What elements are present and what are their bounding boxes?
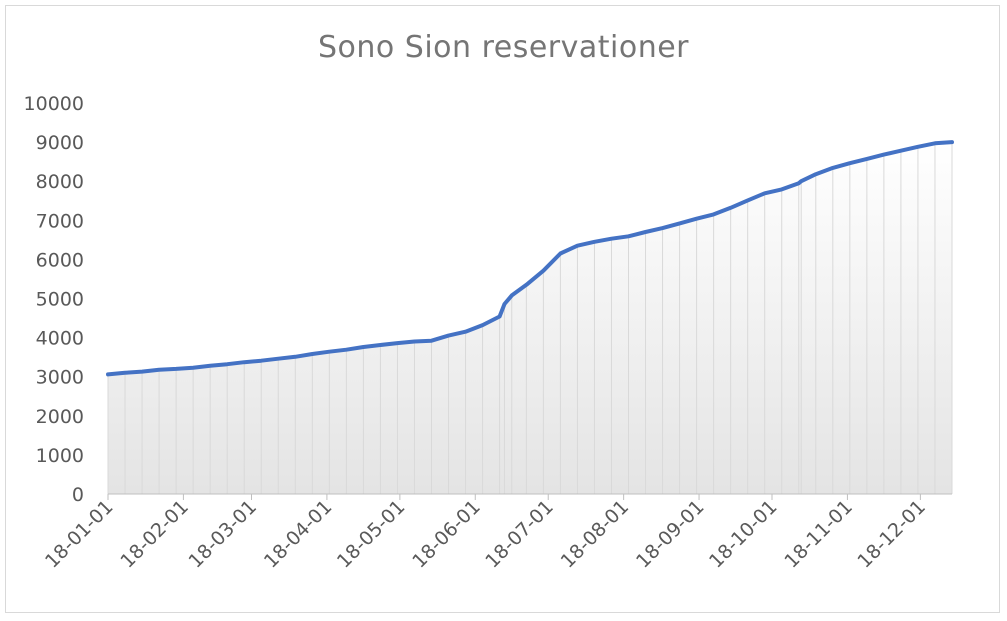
drop-lines	[107, 142, 953, 494]
x-tick-label: 18-08-01	[557, 496, 634, 573]
series-line	[106, 140, 954, 377]
x-tick-label: 18-05-01	[333, 496, 410, 573]
y-tick-label: 0	[72, 484, 84, 506]
x-tick-label: 18-02-01	[116, 496, 193, 573]
area-fill	[108, 142, 952, 494]
x-tick-label: 18-06-01	[408, 496, 485, 573]
x-tick-label: 18-04-01	[260, 496, 337, 573]
y-tick-label: 3000	[36, 367, 84, 389]
y-tick-label: 6000	[36, 249, 84, 271]
y-tick-labels: 0 1000 2000 3000 4000 5000 6000 7000 8000 9000 100…	[24, 93, 84, 506]
y-tick-label: 8000	[36, 171, 84, 193]
axes	[107, 493, 952, 500]
y-tick-label: 7000	[36, 210, 84, 232]
y-tick-label: 10000	[24, 93, 84, 115]
series-line-layer	[106, 140, 954, 377]
x-tick-labels: 18-01-0118-02-0118-03-0118-04-0118-05-01…	[41, 496, 930, 573]
y-tick-label: 9000	[36, 132, 84, 154]
x-tick-label: 18-09-01	[632, 496, 709, 573]
x-tick-label: 18-12-01	[853, 496, 930, 573]
x-tick-label: 18-10-01	[705, 496, 782, 573]
y-tick-label: 5000	[36, 289, 84, 311]
y-tick-label: 4000	[36, 328, 84, 350]
x-tick-label: 18-03-01	[184, 496, 261, 573]
chart-title: Sono Sion reservationer	[317, 30, 690, 65]
x-tick-label: 18-07-01	[481, 496, 558, 573]
x-tick-label: 18-11-01	[780, 496, 857, 573]
y-tick-label: 2000	[36, 406, 84, 428]
x-tick-label: 18-01-01	[41, 496, 118, 573]
y-tick-label: 1000	[36, 445, 84, 467]
area-fill-layer	[108, 142, 952, 494]
